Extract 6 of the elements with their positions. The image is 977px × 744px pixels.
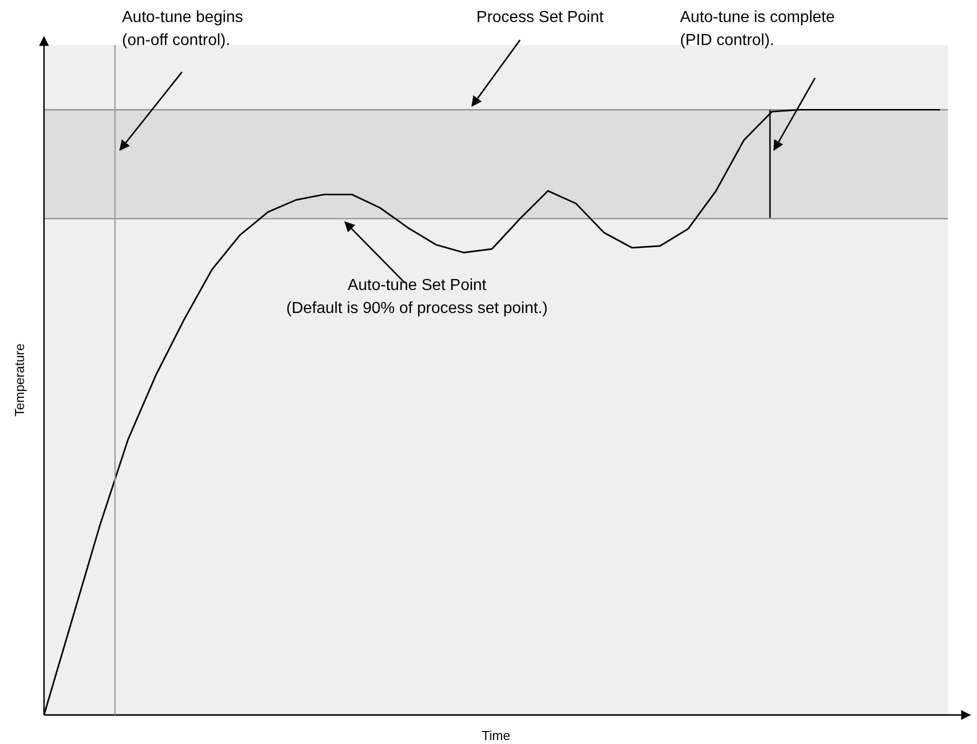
text: Auto-tune begins (on-off control). <box>122 9 243 49</box>
ref-line-label: Auto-tune Set Point (Default is 90% of process set point.) <box>286 277 548 317</box>
ref-line-label: Process Set Point <box>476 9 604 26</box>
y-axis-title: Temperature <box>12 344 27 416</box>
x-axis-title: Time <box>482 728 510 743</box>
text: Auto-tune is complete (PID control). <box>680 9 835 49</box>
